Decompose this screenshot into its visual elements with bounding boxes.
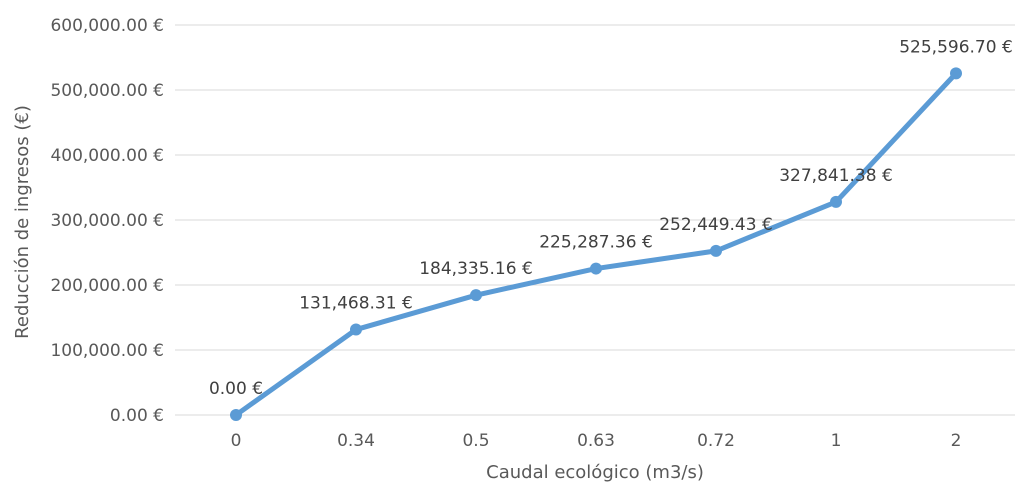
x-tick-label: 2: [951, 431, 962, 451]
data-point-marker: [710, 244, 722, 257]
x-tick-label: 0.63: [577, 431, 615, 451]
gridlines: [175, 24, 1015, 416]
data-point-marker: [350, 323, 362, 336]
data-point-marker: [950, 67, 962, 80]
y-axis-title: Reducción de ingresos (€): [12, 105, 33, 339]
y-tick-label: 100,000.00 €: [50, 341, 164, 361]
y-axis-tick-labels: 0.00 € 100,000.00 € 200,000.00 € 300,000.00…: [50, 16, 164, 426]
y-tick-label: 400,000.00 €: [50, 146, 164, 166]
data-label: 525,596.70 €: [899, 37, 1013, 57]
data-point-marker: [470, 289, 482, 302]
series-layer: [230, 67, 962, 421]
data-label: 0.00 €: [209, 379, 263, 399]
data-point-marker: [230, 409, 242, 421]
x-tick-label: 0: [231, 431, 242, 451]
data-labels: 0.00 € 131,468.31 € 184,335.16 € 225,287.36…: [209, 37, 1013, 399]
x-tick-label: 0.34: [337, 431, 375, 451]
data-label: 252,449.43 €: [659, 215, 773, 235]
y-tick-label: 200,000.00 €: [50, 276, 164, 296]
x-tick-label: 1: [831, 431, 842, 451]
x-tick-label: 0.5: [462, 431, 489, 451]
y-tick-label: 600,000.00 €: [50, 16, 164, 36]
data-label: 327,841.38 €: [779, 166, 893, 186]
data-point-marker: [830, 195, 842, 208]
data-point-marker: [590, 262, 602, 275]
y-tick-label: 300,000.00 €: [50, 211, 164, 231]
data-label: 225,287.36 €: [539, 233, 653, 253]
y-tick-label: 0.00 €: [110, 406, 164, 426]
x-axis-title: Caudal ecológico (m3/s): [486, 462, 704, 483]
y-tick-label: 500,000.00 €: [50, 81, 164, 101]
x-axis-tick-labels: 0 0.34 0.5 0.63 0.72 1 2: [231, 431, 962, 451]
data-label: 184,335.16 €: [419, 259, 533, 279]
data-label: 131,468.31 €: [299, 294, 413, 314]
x-tick-label: 0.72: [697, 431, 735, 451]
